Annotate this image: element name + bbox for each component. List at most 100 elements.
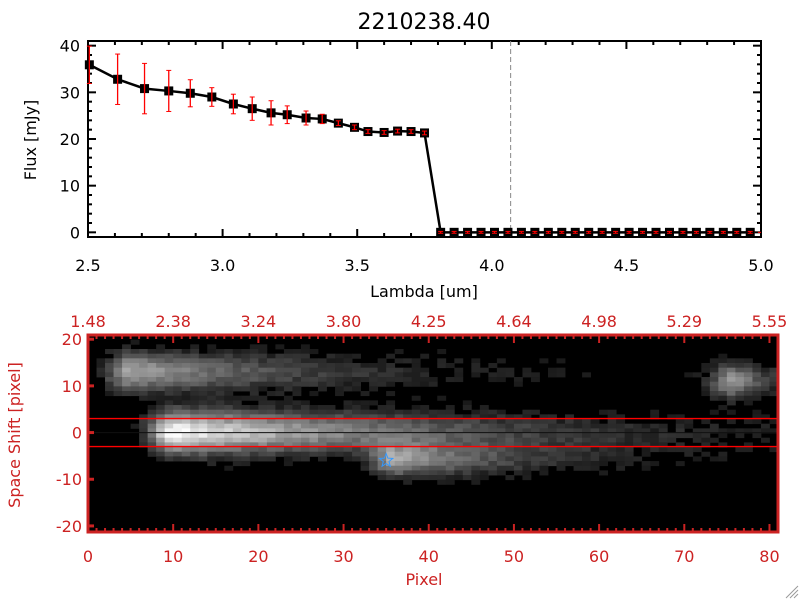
image-cell: [445, 405, 455, 411]
image-cell: [249, 344, 259, 350]
resize-grip-icon[interactable]: [785, 585, 799, 599]
image-cell: [760, 377, 770, 383]
image-cell: [352, 423, 361, 429]
image-cell: [607, 423, 617, 429]
image-cell: [156, 372, 166, 378]
image-cell: [173, 386, 183, 392]
x-tick-label: 2.5: [75, 256, 100, 275]
image-cell: [386, 423, 396, 429]
image-cell: [147, 409, 157, 415]
image-cell: [445, 423, 455, 429]
image-cell: [462, 405, 472, 411]
image-cell: [249, 363, 259, 369]
image-cell: [352, 437, 361, 443]
image-cell: [530, 456, 540, 462]
image-cell: [190, 414, 200, 420]
image-cell: [352, 456, 361, 462]
image-cell: [147, 433, 157, 439]
image-cell: [224, 409, 234, 415]
image-cell: [241, 386, 251, 392]
image-cell: [207, 456, 217, 462]
image-cell: [173, 377, 183, 383]
image-cell: [309, 381, 319, 387]
image-cell: [479, 437, 489, 443]
image-cell: [156, 400, 166, 406]
image-cell: [735, 372, 745, 378]
image-cell: [539, 414, 549, 420]
image-cell: [232, 433, 242, 439]
image-cell: [258, 442, 268, 448]
image-cell: [207, 405, 217, 411]
image-cell: [548, 367, 557, 373]
image-cell: [181, 381, 191, 387]
image-cell: [599, 423, 609, 429]
image-cell: [462, 447, 472, 453]
image-cell: [454, 456, 464, 462]
image-cell: [752, 386, 762, 392]
image-cell: [633, 423, 643, 429]
image-cell: [709, 391, 719, 397]
image-cell: [173, 451, 183, 457]
image-cell: [232, 461, 242, 467]
image-cell: [300, 442, 310, 448]
image-cell: [675, 414, 685, 420]
image-cell: [292, 363, 302, 369]
image-cell: [292, 447, 302, 453]
image-cell: [249, 391, 259, 397]
image-cell: [207, 423, 217, 429]
image-cell: [147, 381, 157, 387]
image-cell: [164, 386, 174, 392]
image-cell: [352, 428, 361, 434]
image-cell: [224, 363, 234, 369]
image-cell: [292, 451, 302, 457]
image-cell: [496, 358, 506, 364]
image-cell: [224, 437, 234, 443]
image-cell: [113, 377, 123, 383]
image-cell: [266, 428, 276, 434]
image-cell: [198, 367, 208, 373]
image-cell: [258, 395, 268, 401]
image-cell: [462, 465, 472, 471]
image-cell: [198, 400, 208, 406]
image-cell: [496, 456, 506, 462]
image-cell: [360, 461, 370, 467]
image-cell: [582, 423, 591, 429]
image-cell: [607, 414, 617, 420]
image-cell: [300, 349, 310, 355]
image-cell: [505, 428, 515, 434]
image-cell: [752, 414, 762, 420]
image-cell: [173, 433, 183, 439]
image-cell: [258, 437, 268, 443]
image-cell: [488, 451, 498, 457]
image-cell: [232, 414, 242, 420]
image-cell: [190, 442, 200, 448]
image-cell: [718, 456, 728, 462]
image-cell: [454, 372, 464, 378]
image-cell: [760, 381, 770, 387]
image-cell: [496, 419, 506, 425]
image-cell: [156, 377, 166, 383]
image-cell: [190, 377, 200, 383]
image-cell: [173, 353, 183, 359]
image-cell: [437, 475, 447, 481]
image-cell: [156, 405, 166, 411]
image-cell: [283, 456, 293, 462]
image-cell: [471, 423, 481, 429]
image-cell: [198, 414, 208, 420]
image-cell: [377, 470, 387, 476]
image-cell: [726, 409, 736, 415]
image-cell: [692, 437, 702, 443]
image-cell: [386, 451, 396, 457]
image-cell: [360, 377, 370, 383]
image-cell: [139, 437, 149, 443]
image-cell: [726, 428, 736, 434]
image-cell: [241, 447, 251, 453]
image-cell: [224, 428, 234, 434]
image-cell: [539, 456, 549, 462]
image-cell: [488, 470, 498, 476]
image-cell: [352, 442, 361, 448]
image-cell: [224, 367, 234, 373]
image-cell: [369, 437, 379, 443]
image-cell: [752, 363, 762, 369]
image-cell: [377, 456, 387, 462]
